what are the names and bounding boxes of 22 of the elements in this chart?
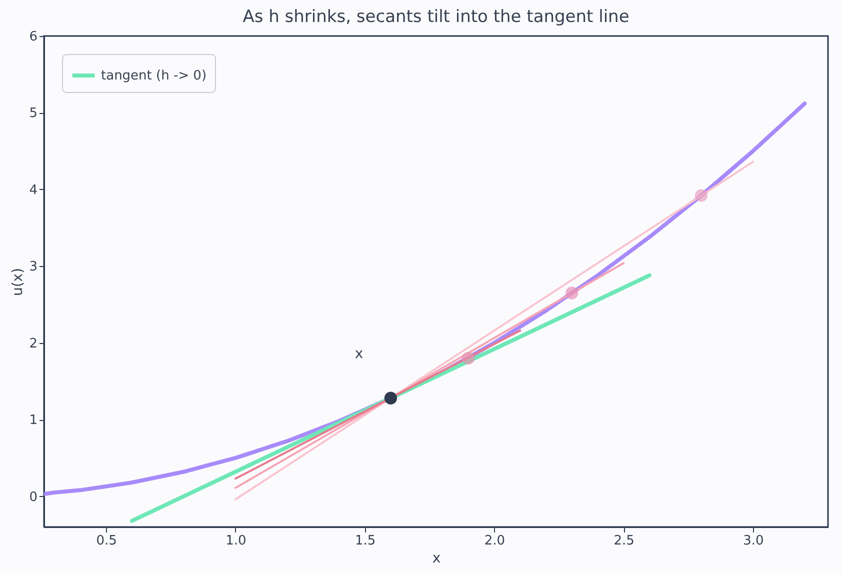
y-tick-label: 5 <box>29 106 38 122</box>
annotation: x <box>354 346 364 362</box>
y-tick-label: 0 <box>29 490 38 505</box>
y-tick-label: 6 <box>29 30 38 44</box>
chart-title: As h shrinks, secants tilt into the tangent line <box>242 7 630 27</box>
x-tick-label: 0.5 <box>96 534 117 548</box>
y-tick-label: 1 <box>29 413 38 428</box>
point <box>462 352 475 365</box>
point <box>694 189 708 202</box>
point <box>384 392 398 404</box>
x-tick-label: 2.5 <box>614 534 634 548</box>
y-tick-label: 3 <box>29 260 38 275</box>
x-tick-label: 3.0 <box>743 534 764 548</box>
y-axis-title: u(x) <box>10 268 26 296</box>
x-tick-label: 2.0 <box>484 534 506 548</box>
x-tick-label: 1.5 <box>355 534 376 548</box>
y-tick-label: 2 <box>29 336 38 352</box>
x-axis-title: x <box>432 550 441 566</box>
x-tick-label: 1.0 <box>226 534 246 548</box>
y-tick-label: 4 <box>29 182 38 198</box>
point <box>566 286 578 300</box>
legend-label: tangent (h -> 0) <box>101 68 207 84</box>
